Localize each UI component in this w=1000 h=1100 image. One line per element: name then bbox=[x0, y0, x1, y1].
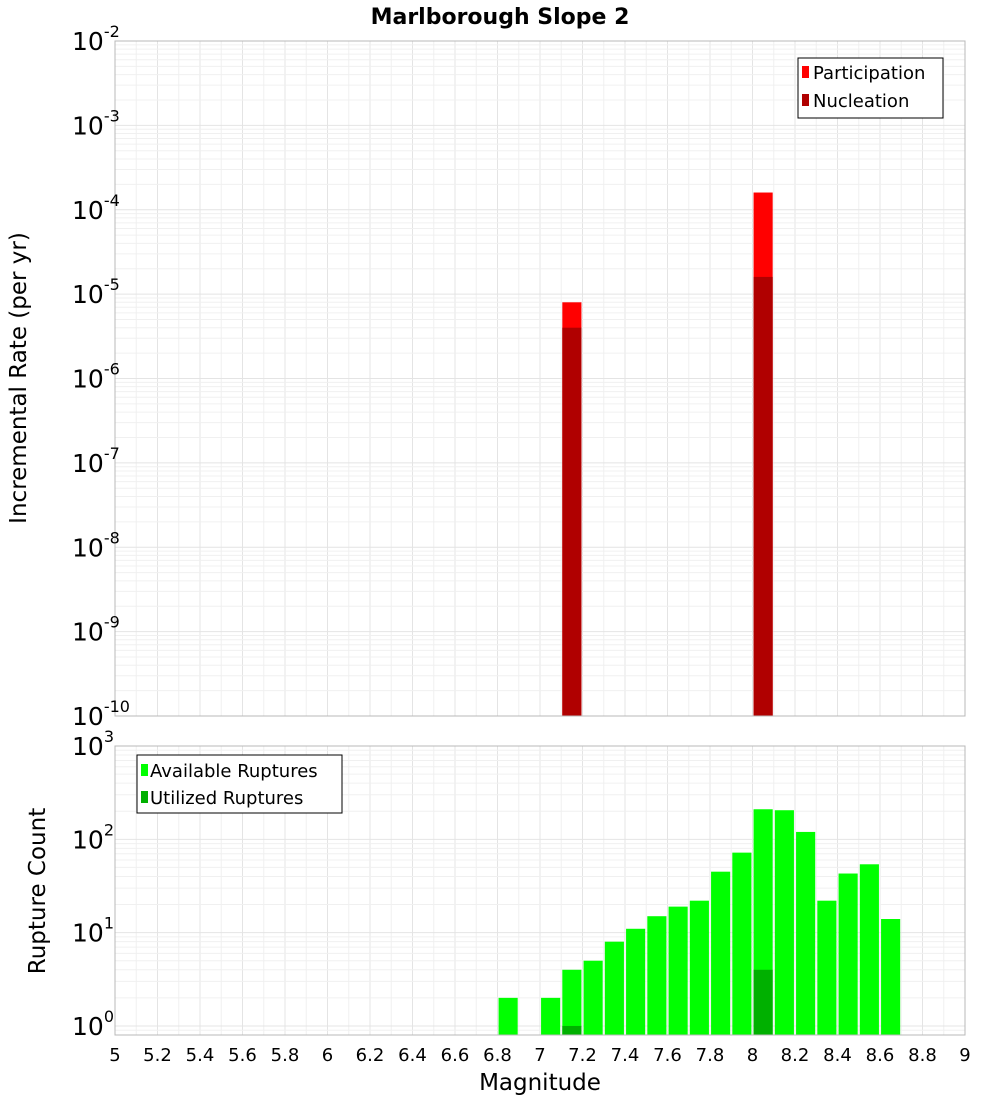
magnitude-x-ticks: 5 5.2 5.4 5.6 5.8 6 6.2 6.4 6.6 6.8 7 7.2 7.4 7.6 7.8 8… bbox=[109, 1045, 970, 1066]
bar-available-ruptures bbox=[774, 810, 794, 1035]
bar-available-ruptures bbox=[859, 864, 879, 1035]
rupture-y-tick-label: 101 bbox=[72, 914, 114, 948]
bar-available-ruptures bbox=[583, 960, 603, 1035]
bar-utilized-ruptures bbox=[753, 969, 773, 1035]
x-tick-label: 5.8 bbox=[271, 1045, 300, 1066]
x-tick-label: 6.6 bbox=[441, 1045, 470, 1066]
x-tick-label: 8.4 bbox=[823, 1045, 852, 1066]
bar-available-ruptures bbox=[562, 969, 582, 1035]
x-tick-label: 5.2 bbox=[143, 1045, 172, 1066]
x-tick-label: 8.6 bbox=[866, 1045, 895, 1066]
x-tick-label: 8 bbox=[747, 1045, 758, 1066]
bar-available-ruptures bbox=[647, 916, 667, 1035]
rate-legend-box bbox=[797, 57, 944, 119]
rupture-count-panel: 100 101 102 103 5 5.2 5.4 5.6 5.8 6 6.2 6.4 6.6 6.8 7… bbox=[25, 727, 971, 1096]
bar-available-ruptures bbox=[817, 900, 837, 1035]
x-tick-label: 6.2 bbox=[356, 1045, 385, 1066]
legend-label-nucleation: Nucleation bbox=[813, 91, 909, 112]
bar-available-ruptures bbox=[541, 997, 561, 1035]
bar-available-ruptures bbox=[689, 900, 709, 1035]
rupture-bars bbox=[498, 809, 901, 1035]
rate-grid bbox=[114, 40, 966, 717]
rate-plot-frame bbox=[114, 40, 966, 717]
rate-y-ticks: 10-10 10-9 10-8 10-7 10-6 10-5 10-4 10-3 10-2 bbox=[72, 22, 130, 731]
rate-y-tick-label: 10-3 bbox=[72, 106, 120, 140]
x-tick-label: 5.4 bbox=[186, 1045, 215, 1066]
bar-available-ruptures bbox=[626, 928, 646, 1035]
rupture-y-ticks: 100 101 102 103 bbox=[72, 727, 114, 1041]
legend-swatch-nucleation bbox=[802, 94, 809, 106]
x-tick-label: 8.2 bbox=[781, 1045, 810, 1066]
rupture-legend-box bbox=[136, 754, 343, 814]
rupture-y-tick-label: 102 bbox=[72, 820, 114, 854]
rupture-y-axis-label: Rupture Count bbox=[25, 808, 51, 974]
legend-label-available-ruptures: Available Ruptures bbox=[150, 761, 318, 782]
x-tick-label: 7.8 bbox=[696, 1045, 725, 1066]
rate-legend: Participation Nucleation bbox=[797, 57, 944, 119]
x-tick-label: 7.6 bbox=[653, 1045, 682, 1066]
x-tick-label: 7.2 bbox=[568, 1045, 597, 1066]
bar-available-ruptures bbox=[668, 906, 688, 1035]
rate-panel: 10-10 10-9 10-8 10-7 10-6 10-5 10-4 10-3 10-2 In… bbox=[6, 22, 966, 731]
rate-y-tick-label: 10-4 bbox=[72, 191, 120, 225]
bar-available-ruptures bbox=[796, 831, 816, 1035]
rate-bars bbox=[562, 192, 773, 717]
x-tick-label: 7.4 bbox=[611, 1045, 640, 1066]
bar-utilized-ruptures bbox=[562, 1025, 582, 1035]
bar-available-ruptures bbox=[498, 997, 518, 1035]
chart-title: Marlborough Slope 2 bbox=[371, 5, 630, 30]
bar-available-ruptures bbox=[881, 919, 901, 1035]
rate-y-tick-label: 10-9 bbox=[72, 613, 120, 647]
rate-y-tick-label: 10-8 bbox=[72, 528, 120, 562]
legend-swatch-participation bbox=[802, 66, 809, 78]
bar-available-ruptures bbox=[732, 852, 752, 1035]
bar-available-ruptures bbox=[838, 873, 858, 1035]
rate-y-tick-label: 10-6 bbox=[72, 360, 120, 394]
rupture-y-tick-label: 100 bbox=[72, 1007, 114, 1041]
x-tick-label: 6 bbox=[322, 1045, 333, 1066]
bar-available-ruptures bbox=[711, 871, 731, 1035]
x-tick-label: 8.8 bbox=[908, 1045, 937, 1066]
rate-y-tick-label: 10-7 bbox=[72, 444, 120, 478]
x-tick-label: 5 bbox=[109, 1045, 120, 1066]
rupture-plot-frame bbox=[114, 745, 966, 1036]
bar-nucleation bbox=[562, 327, 582, 716]
rate-y-tick-label: 10-5 bbox=[72, 275, 120, 309]
rupture-y-tick-label: 103 bbox=[72, 727, 114, 761]
rate-y-tick-label: 10-10 bbox=[72, 697, 130, 731]
bar-nucleation bbox=[753, 276, 773, 716]
x-tick-label: 6.8 bbox=[483, 1045, 512, 1066]
x-tick-label: 9 bbox=[959, 1045, 970, 1066]
legend-label-participation: Participation bbox=[813, 63, 925, 84]
x-tick-label: 7 bbox=[534, 1045, 545, 1066]
legend-swatch-available-ruptures bbox=[141, 764, 148, 776]
legend-label-utilized-ruptures: Utilized Ruptures bbox=[150, 788, 303, 809]
rate-y-axis-label: Incremental Rate (per yr) bbox=[6, 232, 32, 524]
rupture-legend: Available Ruptures Utilized Ruptures bbox=[136, 754, 343, 814]
bar-available-ruptures bbox=[604, 941, 624, 1035]
legend-swatch-utilized-ruptures bbox=[141, 791, 148, 803]
rate-y-tick-label: 10-2 bbox=[72, 22, 120, 56]
x-axis-label: Magnitude bbox=[479, 1070, 601, 1096]
x-tick-label: 5.6 bbox=[228, 1045, 257, 1066]
x-tick-label: 6.4 bbox=[398, 1045, 427, 1066]
